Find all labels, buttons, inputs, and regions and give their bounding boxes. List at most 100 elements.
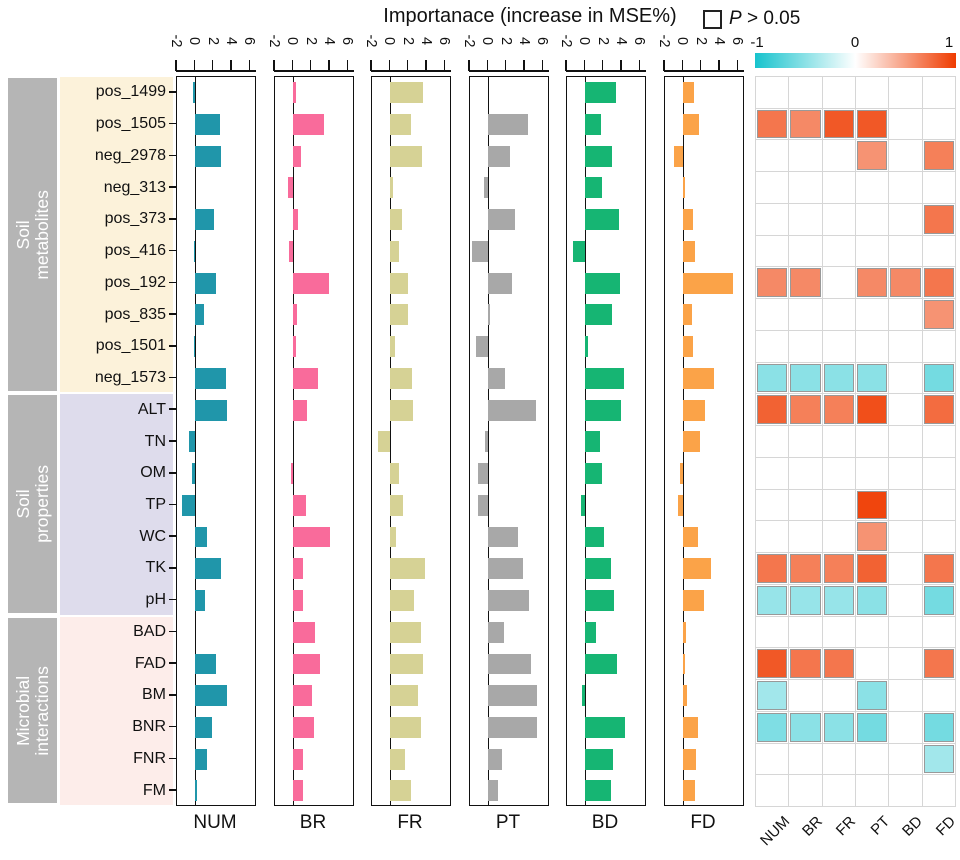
bar	[195, 209, 214, 231]
bar	[390, 209, 403, 231]
axis-tick	[504, 60, 507, 71]
axis-tick	[583, 60, 586, 71]
heatmap-cell	[889, 775, 923, 807]
heatmap-cell	[922, 267, 956, 300]
heatmap-cell-fill	[923, 300, 954, 329]
bar	[195, 590, 206, 611]
heatmap-cell	[889, 299, 923, 331]
bar	[488, 304, 491, 326]
bar	[581, 685, 586, 707]
bar	[585, 590, 614, 611]
bar	[390, 780, 412, 802]
axis-tick-label: 2	[594, 36, 611, 46]
bar	[585, 82, 616, 104]
row-label-background	[60, 77, 173, 393]
bar	[585, 621, 596, 643]
row-tick	[169, 789, 176, 791]
bar	[585, 272, 620, 294]
axis-tick	[699, 60, 702, 71]
heatmap-cell	[889, 362, 923, 395]
heatmap-cell	[889, 235, 923, 268]
zero-line	[487, 77, 490, 805]
bar	[195, 304, 204, 326]
bar	[683, 590, 704, 611]
heatmap-cell	[822, 489, 856, 522]
row-tick	[169, 567, 176, 569]
axis-tick	[443, 60, 446, 71]
heatmap-cell	[922, 299, 956, 331]
bar	[488, 209, 515, 231]
colorbar-tick-mid: 0	[850, 34, 860, 51]
bar	[683, 558, 711, 580]
bar	[488, 558, 524, 580]
heatmap-cell	[922, 711, 956, 744]
heatmap-cell-fill	[790, 554, 821, 583]
heatmap-cell	[756, 711, 790, 744]
row-tick	[169, 440, 176, 442]
heatmap-cell	[789, 299, 823, 331]
row-label: neg_313	[103, 178, 166, 196]
axis-tick	[248, 60, 251, 71]
heatmap-cell-fill	[757, 649, 788, 679]
bar	[390, 748, 406, 770]
bar	[585, 748, 613, 770]
bar	[290, 463, 294, 484]
bar	[585, 399, 622, 421]
bar	[390, 621, 421, 643]
heatmap-cell	[856, 203, 890, 236]
bar	[683, 526, 699, 548]
heatmap-cell-fill	[757, 712, 788, 742]
heatmap-cell-fill	[857, 681, 888, 710]
row-tick	[169, 503, 176, 506]
bar	[683, 399, 706, 421]
heatmap-cell-fill	[857, 712, 888, 742]
heatmap-cell	[856, 489, 890, 522]
bar	[293, 113, 324, 135]
axis-tick	[328, 60, 330, 71]
bar	[683, 304, 693, 326]
bar	[195, 653, 216, 675]
heatmap-cell	[789, 235, 823, 268]
heatmap-cell	[922, 426, 956, 458]
axis-tick-label: 0	[284, 36, 301, 46]
heatmap-cell	[822, 680, 856, 712]
heatmap-cell	[789, 457, 823, 490]
heatmap-cell	[889, 521, 923, 554]
bar	[585, 304, 612, 326]
axis-tick-label: 0	[186, 36, 203, 46]
pvalue-condition: > 0.05	[741, 8, 801, 29]
heatmap-cell-fill	[857, 268, 888, 298]
bar	[293, 145, 301, 167]
heatmap-cell	[756, 775, 790, 807]
axis-tick-label: 6	[729, 36, 746, 46]
axis-tick-label: 0	[381, 36, 398, 46]
bar	[293, 304, 298, 326]
heatmap-cell	[756, 299, 790, 331]
heatmap-cell-fill	[857, 395, 888, 425]
bar	[683, 716, 699, 738]
row-tick	[169, 598, 176, 601]
axis-tick	[406, 60, 409, 71]
panel-x-label-fr: FR	[397, 812, 423, 833]
row-tick	[169, 218, 176, 220]
heatmap-cell-fill	[823, 363, 854, 393]
heatmap-cell-fill	[757, 268, 788, 298]
heatmap-cell	[889, 77, 923, 109]
heatmap-cell-fill	[857, 109, 888, 139]
heatmap-cell	[922, 489, 956, 522]
heatmap-cell-fill	[823, 585, 854, 615]
axis-tick-label: 6	[534, 36, 551, 46]
heatmap-cell	[922, 330, 956, 363]
axis-tick-label: 6	[241, 36, 258, 46]
bar	[390, 304, 408, 326]
bar-panel-pt	[469, 76, 549, 806]
bar	[674, 145, 684, 167]
heatmap-x-label-num: NUM	[756, 813, 793, 850]
heatmap-cell	[756, 426, 790, 458]
heatmap-cell	[789, 203, 823, 236]
bar	[293, 685, 312, 707]
heatmap-cell-fill	[790, 109, 821, 139]
bar	[478, 494, 489, 516]
heatmap-cell	[889, 711, 923, 744]
heatmap-cell	[856, 680, 890, 712]
